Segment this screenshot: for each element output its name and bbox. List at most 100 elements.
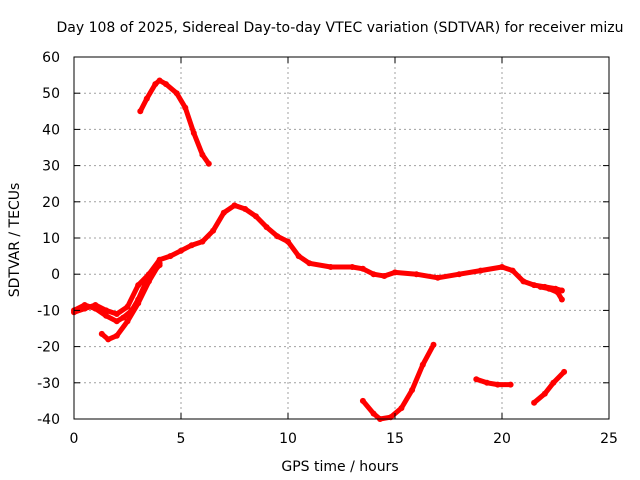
data-point <box>98 330 105 337</box>
y-tick-label: 10 <box>42 231 60 247</box>
data-point <box>419 361 426 368</box>
data-point <box>499 264 505 270</box>
series-right-low-arc <box>531 368 568 406</box>
chart-title: Day 108 of 2025, Sidereal Day-to-day VTE… <box>57 20 624 36</box>
data-point <box>156 77 163 84</box>
data-point <box>113 318 120 325</box>
x-axis-label: GPS time / hours <box>281 459 398 475</box>
data-point <box>199 238 206 245</box>
data-point <box>554 289 561 296</box>
data-point <box>349 264 356 270</box>
data-point <box>81 302 88 308</box>
y-tick-label: 0 <box>51 267 60 283</box>
series-line <box>360 342 436 422</box>
data-point <box>167 253 174 260</box>
y-tick-label: 30 <box>42 159 60 175</box>
data-point <box>113 332 120 339</box>
data-point <box>124 318 131 325</box>
data-point <box>252 213 259 220</box>
data-point <box>473 376 480 383</box>
x-tick-label: 25 <box>600 431 618 447</box>
data-point <box>531 282 538 289</box>
data-point <box>484 379 490 386</box>
data-point <box>135 300 142 307</box>
data-point <box>143 95 150 102</box>
data-point <box>456 271 463 278</box>
x-tick-label: 10 <box>279 431 297 447</box>
data-point <box>113 311 120 317</box>
y-tick-label: -20 <box>37 340 60 356</box>
data-point <box>242 206 249 212</box>
series-line <box>473 376 514 388</box>
series-high-arc <box>137 77 212 167</box>
y-tick-label: 40 <box>42 122 60 138</box>
series-low-v <box>359 341 437 422</box>
y-axis-label: SDTVAR / TECUs <box>7 183 23 298</box>
data-point <box>182 104 189 111</box>
data-point <box>199 151 206 158</box>
data-point <box>163 81 169 88</box>
data-point <box>434 274 441 281</box>
data-point <box>220 209 227 216</box>
data-point <box>541 390 548 397</box>
data-point <box>231 202 238 209</box>
data-point <box>105 336 112 343</box>
data-point <box>494 381 501 388</box>
data-point <box>124 303 131 310</box>
data-point <box>135 282 142 289</box>
data-point <box>561 368 568 375</box>
data-point <box>409 387 416 393</box>
grid <box>74 57 609 419</box>
data-point <box>173 90 180 97</box>
data-point <box>359 397 366 404</box>
data-point <box>531 399 538 406</box>
x-tick-label: 15 <box>386 431 404 447</box>
data-point <box>285 238 291 245</box>
data-point <box>507 381 514 388</box>
data-point <box>152 81 159 88</box>
axes: 0 5 10 15 20 25 -40 -30 -20 -10 0 10 20 30 40 50 60 <box>37 50 618 447</box>
data-point <box>295 253 302 260</box>
series-line <box>531 369 567 406</box>
data-point <box>145 278 152 285</box>
series-line <box>538 284 565 302</box>
data-point <box>327 264 334 270</box>
data-point <box>92 305 99 312</box>
data-point <box>370 410 377 417</box>
y-tick-label: 20 <box>42 195 60 211</box>
data-point <box>178 247 184 254</box>
data-point <box>103 312 110 319</box>
data-point <box>520 278 527 285</box>
data-point <box>210 227 217 234</box>
data-series <box>71 77 568 422</box>
data-point <box>190 130 197 136</box>
series-line <box>137 78 212 167</box>
data-point <box>274 233 281 240</box>
series-line <box>71 202 565 317</box>
data-point <box>392 269 398 276</box>
x-tick-label: 20 <box>493 431 511 447</box>
data-point <box>120 314 127 321</box>
data-point <box>188 242 195 249</box>
x-tick-label: 0 <box>70 431 79 447</box>
y-tick-label: -40 <box>37 412 60 428</box>
data-point <box>413 271 420 278</box>
y-tick-label: -30 <box>37 376 60 392</box>
data-point <box>546 285 553 292</box>
series-tail-drop <box>537 283 565 303</box>
data-point <box>550 379 557 386</box>
data-point <box>398 405 405 412</box>
data-point <box>370 271 377 278</box>
data-point <box>509 267 516 274</box>
series-main-track <box>71 202 565 317</box>
data-point <box>359 265 366 272</box>
series-dip-arc <box>98 260 163 343</box>
y-tick-label: 50 <box>42 86 60 102</box>
series-mid-right-segment <box>473 376 514 388</box>
data-point <box>558 296 565 303</box>
data-point <box>156 260 163 267</box>
data-point <box>537 283 544 290</box>
data-point <box>430 341 437 348</box>
data-point <box>306 260 313 267</box>
y-tick-label: -10 <box>37 303 60 319</box>
